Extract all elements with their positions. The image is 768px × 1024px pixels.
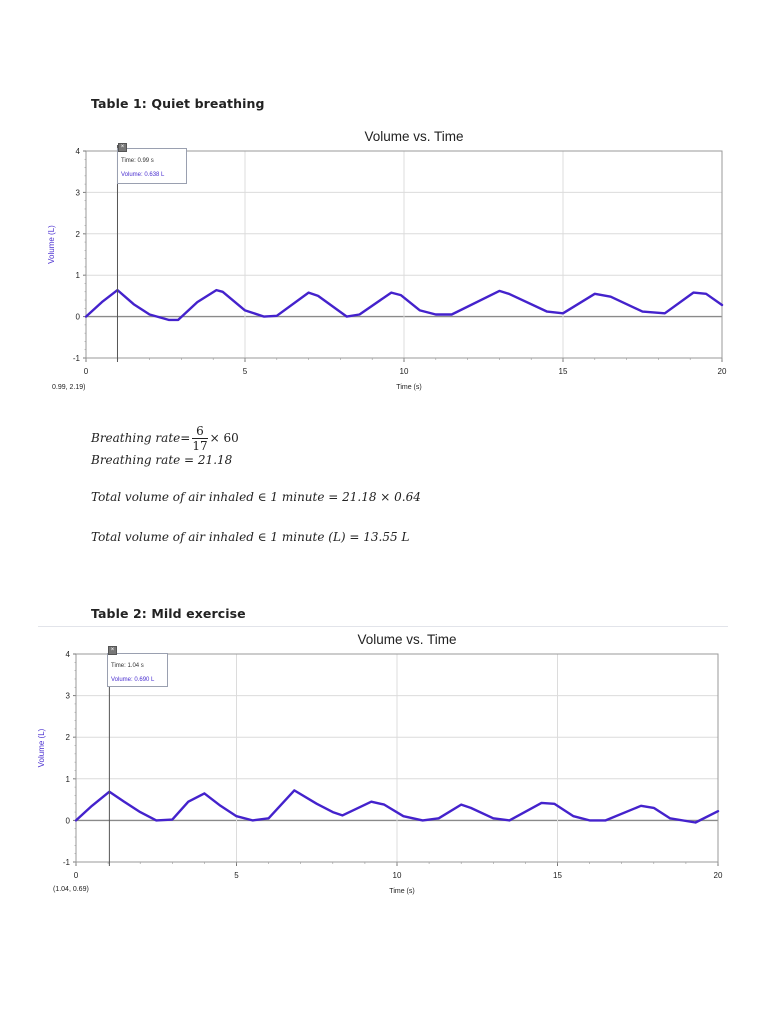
section-divider (38, 626, 728, 627)
y-tick-label: -1 (63, 858, 71, 867)
table1-heading: Table 1: Quiet breathing (91, 96, 265, 111)
x-tick-label: 5 (234, 871, 239, 880)
breathing-rate-formula: Breathing rate= 6 17 × 60 (91, 424, 239, 453)
y-tick-label: 2 (66, 733, 71, 742)
chart1-cursor-tooltip: Time: 0.99 s Volume: 0.638 L (117, 148, 187, 184)
formula-rhs: × 60 (209, 431, 239, 445)
y-axis-label: Volume (L) (37, 728, 46, 767)
tooltip-close-icon[interactable]: × (118, 143, 127, 152)
x-tick-label: 5 (243, 367, 248, 376)
volume-line (84, 288, 724, 322)
y-tick-label: 3 (76, 188, 81, 197)
chart-title: Volume vs. Time (364, 129, 463, 144)
tooltip-close-icon[interactable]: × (108, 646, 117, 655)
table2-heading: Table 2: Mild exercise (91, 606, 246, 621)
y-tick-label: 2 (76, 230, 81, 239)
tooltip-volume: Volume: 0.638 L (121, 172, 165, 178)
x-tick-label: 0 (84, 367, 89, 376)
y-tick-label: 0 (76, 313, 81, 322)
chart-quiet-breathing: Volume vs. Time -1 0 1 2 3 4 0 5 10 15 20 Time (s) Vo… (0, 120, 768, 400)
y-tick-label: 3 (66, 692, 71, 701)
chart-title: Volume vs. Time (357, 632, 456, 647)
chart-mild-exercise: Volume vs. Time -1 0 1 2 3 4 0 5 10 15 20 Time (s) Vo… (0, 620, 768, 910)
formula-eq: = (180, 431, 191, 445)
cursor-coordinates: (1.04, 0.69) (53, 886, 89, 893)
fraction-numerator: 6 (192, 424, 208, 439)
x-tick-label: 20 (718, 367, 727, 376)
tooltip-time: Time: 0.99 s (121, 158, 154, 164)
fraction-denominator: 17 (192, 439, 208, 453)
x-axis-label: Time (s) (396, 384, 421, 391)
x-axis-label: Time (s) (389, 888, 414, 895)
x-tick-label: 10 (400, 367, 409, 376)
total-volume-formula: Total volume of air inhaled ∈ 1 minute =… (91, 490, 421, 504)
y-axis-label: Volume (L) (47, 225, 56, 264)
tooltip-volume: Volume: 0.690 L (111, 677, 155, 683)
x-tick-label: 0 (74, 871, 79, 880)
y-tick-label: 4 (76, 147, 81, 156)
chart2-cursor-tooltip: Time: 1.04 s Volume: 0.690 L (107, 653, 168, 687)
y-tick-label: -1 (73, 354, 81, 363)
y-tick-label: 1 (66, 775, 71, 784)
total-volume-result: Total volume of air inhaled ∈ 1 minute (… (91, 530, 410, 544)
breathing-rate-result: Breathing rate = 21.18 (91, 453, 233, 467)
x-tick-label: 20 (714, 871, 723, 880)
x-tick-label: 15 (553, 871, 562, 880)
formula-lhs: Breathing rate (91, 431, 181, 445)
y-tick-label: 0 (66, 816, 71, 825)
x-tick-label: 10 (393, 871, 402, 880)
y-tick-label: 4 (66, 650, 71, 659)
y-tick-label: 1 (76, 271, 81, 280)
volume-line (74, 789, 720, 824)
x-tick-label: 15 (559, 367, 568, 376)
formula-fraction: 6 17 (192, 424, 208, 453)
tooltip-time: Time: 1.04 s (111, 663, 144, 669)
cursor-coordinates: 0.99, 2.19) (52, 384, 85, 391)
